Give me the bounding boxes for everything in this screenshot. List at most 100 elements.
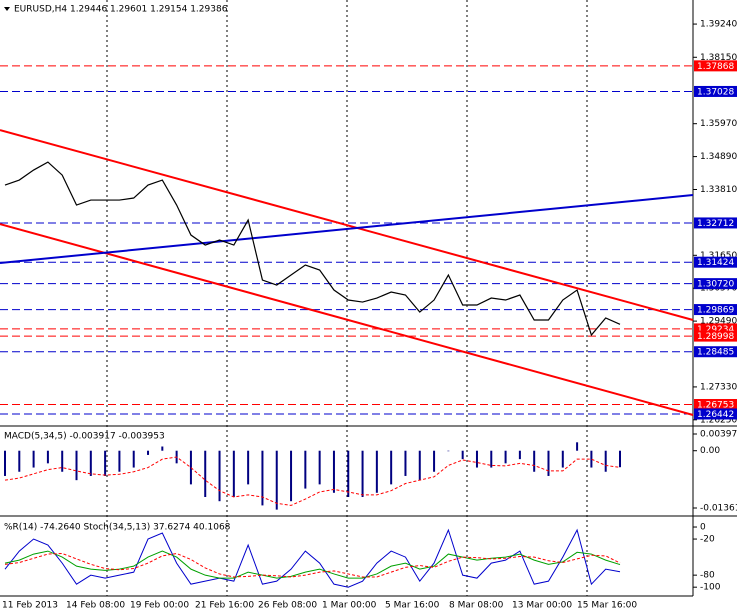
histogram-bar [533, 450, 536, 472]
y-tick-label: 1.34890 [700, 152, 737, 162]
histogram-bar [418, 450, 421, 481]
level-label: 1.32712 [697, 219, 734, 229]
trend-line [0, 194, 694, 265]
y-tick-label: 1.26250 [700, 415, 737, 425]
histogram-bar [461, 450, 464, 460]
level-box [694, 323, 737, 335]
histogram-bar [475, 450, 478, 468]
level-box [694, 398, 737, 410]
level-label: 1.28485 [697, 348, 734, 358]
y-tick-label: 1.33810 [700, 185, 737, 195]
histogram-bar [161, 446, 164, 451]
histogram-bar [619, 450, 621, 468]
histogram-bar [490, 450, 493, 468]
level-label: 1.29869 [697, 306, 734, 316]
series-line [4, 550, 621, 579]
y-tick-label: 1.38150 [700, 53, 737, 63]
histogram-bar [261, 450, 264, 506]
histogram-bar [304, 450, 307, 489]
level-label: 1.28998 [697, 332, 734, 342]
level-label: 1.37868 [697, 62, 734, 72]
menu-arrow[interactable] [4, 7, 10, 11]
level-box [694, 304, 737, 316]
y-tick-label: -80 [700, 571, 715, 581]
histogram-bar [61, 450, 64, 472]
histogram-bar [318, 450, 321, 485]
time-grid [106, 0, 588, 596]
x-tick-label: 13 Mar 00:00 [512, 601, 572, 611]
histogram-bar [347, 450, 350, 497]
y-tick-label: 1.39240 [700, 20, 737, 30]
x-tick-label: 11 Feb 2013 [2, 601, 58, 611]
histogram-bar [433, 450, 436, 472]
series-line [4, 456, 621, 506]
histogram-bar [576, 442, 579, 451]
x-tick-label: 19 Feb 00:00 [130, 601, 189, 611]
level-box [694, 60, 737, 72]
y-tick-label: 0.003977 [700, 429, 737, 439]
level-box [694, 408, 737, 420]
y-tick-label: 0 [700, 523, 706, 533]
level-label: 1.26753 [697, 400, 734, 410]
y-tick-label: -20 [700, 535, 715, 545]
histogram-bar [132, 450, 135, 468]
level-box [694, 85, 737, 97]
y-tick-label: 1.29490 [700, 317, 737, 327]
level-box [694, 217, 737, 229]
series-line [4, 528, 621, 588]
histogram-bar [46, 450, 49, 464]
histogram-bar [604, 450, 607, 472]
level-box [694, 346, 737, 358]
histogram-bar [518, 450, 521, 460]
histogram-bar [247, 450, 250, 485]
x-tick-label: 21 Feb 16:00 [195, 601, 254, 611]
histogram-bar [275, 450, 278, 510]
histogram-bar [390, 450, 393, 485]
histogram-bar [547, 450, 550, 476]
histogram-bar [232, 450, 235, 497]
histogram-bar [375, 450, 378, 493]
histogram-bar [189, 450, 192, 485]
histogram-bar [75, 450, 78, 481]
histogram-bar [561, 450, 564, 468]
y-tick-label: 1.35970 [700, 119, 737, 129]
histogram-bar [18, 450, 21, 472]
level-box [694, 278, 737, 290]
level-box [694, 330, 737, 342]
histogram-bar [404, 450, 407, 476]
histogram-bar [447, 450, 450, 452]
trend-line [0, 223, 694, 416]
histogram-bar [290, 450, 293, 502]
series-line [4, 161, 621, 337]
histogram-bar [4, 450, 6, 476]
histogram-bar [332, 450, 335, 493]
x-tick-label: 15 Mar 16:00 [577, 601, 637, 611]
stoch-header: %R(14) -74.2640 Stoch(34,5,13) 37.6274 4… [4, 523, 231, 533]
series-line [4, 552, 621, 578]
histogram-bar [204, 450, 207, 497]
y-tick-label: 1.31650 [700, 251, 737, 261]
y-tick-label: 0.00 [700, 446, 720, 456]
level-label: 1.31424 [697, 258, 734, 268]
symbol-header: EURUSD,H4 1.29446 1.29601 1.29154 1.2938… [14, 5, 228, 15]
histogram-bar [590, 450, 593, 468]
level-box [694, 256, 737, 268]
y-tick-label: 1.27330 [700, 382, 737, 392]
x-tick-label: 14 Feb 08:00 [66, 601, 125, 611]
histogram-bar [147, 450, 150, 455]
level-label: 1.26442 [697, 410, 734, 420]
histogram-bar [32, 450, 35, 468]
histogram-bar [104, 450, 107, 476]
level-label: 1.37028 [697, 87, 734, 97]
macd-header: MACD(5,34,5) -0.003917 -0.003953 [4, 432, 165, 442]
y-tick-label: -100 [700, 583, 721, 593]
x-tick-label: 26 Feb 08:00 [258, 601, 317, 611]
x-tick-label: 1 Mar 00:00 [322, 601, 377, 611]
histogram-bar [218, 450, 221, 502]
histogram-bar [361, 450, 364, 497]
y-tick-label: -0.013619 [700, 504, 737, 514]
x-tick-label: 8 Mar 08:00 [449, 601, 504, 611]
